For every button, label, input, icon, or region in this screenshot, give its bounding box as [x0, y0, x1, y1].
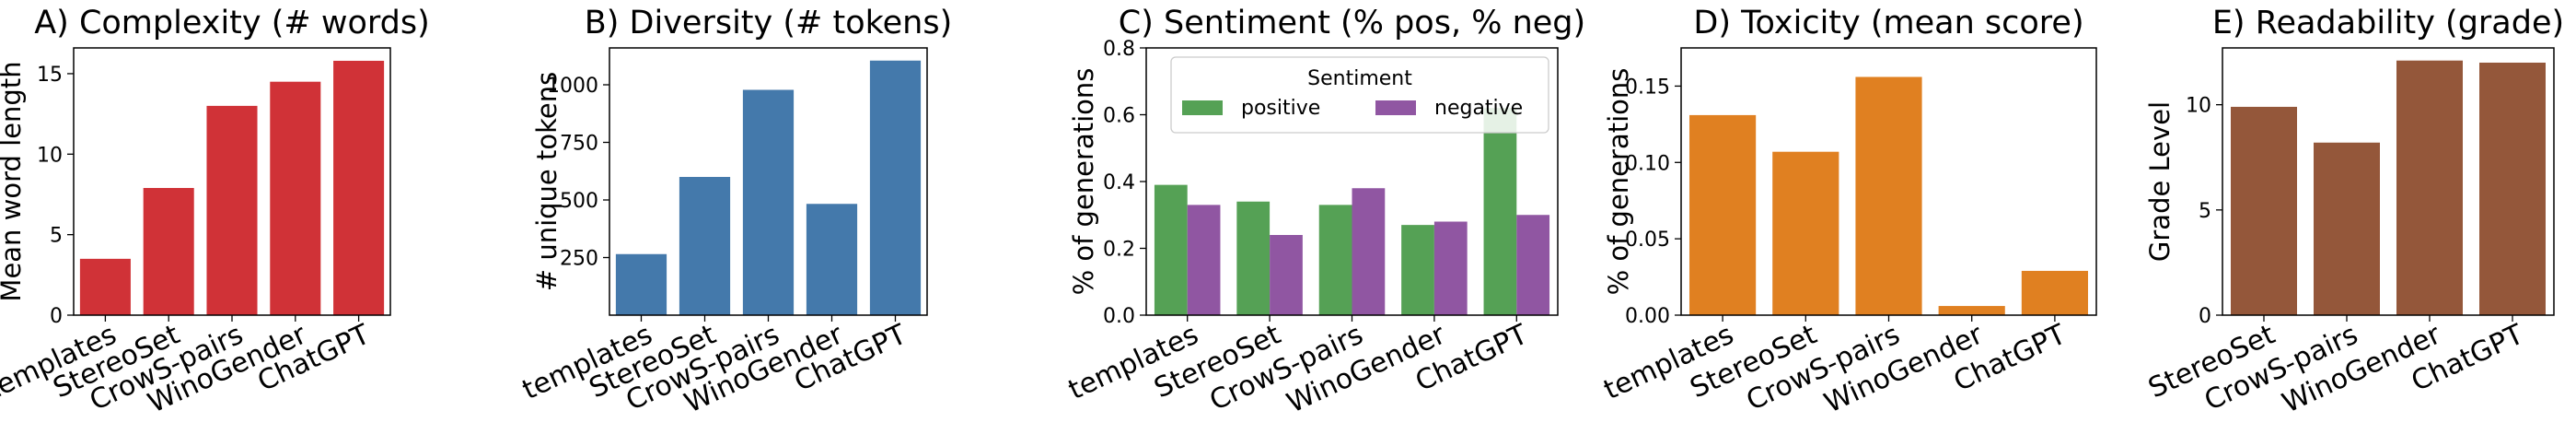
y-tick-label: 0: [2199, 305, 2211, 328]
bar-chatgpt: [333, 60, 385, 316]
y-tick-label: 0.4: [1103, 171, 1135, 194]
panel-c: C) Sentiment (% pos, % neg) % of generati…: [1063, 5, 1585, 420]
chart-title: C) Sentiment (% pos, % neg): [1119, 5, 1585, 41]
y-tick-label: 0.6: [1103, 105, 1135, 128]
y-axis-label: Mean word length: [0, 61, 27, 301]
legend-swatch-negative: [1375, 100, 1416, 115]
legend-box: [1170, 56, 1549, 134]
axes-frame: [73, 47, 391, 316]
y-axis-label: % of generations: [1068, 68, 1099, 296]
bar-crows-pairs: [1855, 76, 1922, 315]
bar-stereoset: [1772, 151, 1839, 315]
panel-a: A) Complexity (# words) Mean word length 0…: [0, 5, 430, 420]
y-tick-label: 0.0: [1103, 305, 1135, 328]
panel-b: B) Diversity (# tokens) # unique tokens25…: [517, 5, 952, 420]
y-tick-label: 0.2: [1103, 239, 1135, 262]
legend-label-positive: positive: [1241, 97, 1320, 120]
y-tick-label: 10: [37, 144, 63, 167]
legend-swatch-positive: [1182, 100, 1223, 115]
axes-frame: [2222, 47, 2555, 316]
bar-stereoset: [679, 177, 731, 315]
legend-title: Sentiment: [1307, 67, 1412, 90]
bar-crows-pairs: [206, 105, 258, 315]
bar-winogender: [806, 204, 858, 315]
y-tick-label: 0.15: [1625, 76, 1670, 99]
chart-title: A) Complexity (# words): [34, 5, 430, 41]
axes-frame: [609, 47, 928, 316]
bar-crows-pairs: [742, 89, 795, 315]
y-tick-label: 0: [50, 305, 63, 328]
bar-chatgpt: [2479, 62, 2546, 315]
y-tick-label: 5: [50, 225, 63, 248]
panel-e: E) Readability (grade)Grade Level0510Ste…: [2143, 5, 2564, 420]
bar-templates: [615, 253, 667, 315]
y-axis-label: # unique tokens: [531, 72, 563, 291]
bar-negative-crows-pairs: [1352, 188, 1386, 315]
bar-stereoset: [2231, 106, 2297, 315]
chart-title: B) Diversity (# tokens): [585, 5, 953, 41]
bar-templates: [1689, 114, 1757, 316]
y-tick-label: 250: [560, 248, 598, 271]
bar-stereoset: [143, 187, 194, 315]
bar-winogender: [270, 81, 321, 316]
y-tick-label: 5: [2199, 200, 2211, 223]
chart-title: E) Readability (grade): [2212, 5, 2564, 41]
y-tick-label: 1000: [547, 75, 598, 98]
bar-negative-stereoset: [1270, 235, 1303, 315]
bar-negative-chatgpt: [1516, 215, 1550, 315]
panel-d: D) Toxicity (mean score) % of generations…: [1599, 5, 2097, 420]
y-tick-label: 0.00: [1625, 305, 1670, 328]
legend-label-negative: negative: [1434, 97, 1523, 120]
bar-negative-templates: [1187, 205, 1221, 315]
bar-templates: [79, 258, 131, 315]
bar-positive-crows-pairs: [1318, 205, 1352, 315]
y-tick-label: 500: [560, 190, 598, 213]
chart-title: D) Toxicity (mean score): [1693, 5, 2083, 41]
y-tick-label: 0.10: [1625, 152, 1670, 175]
y-axis-label: % of generations: [1603, 68, 1634, 296]
bar-winogender: [1938, 306, 2005, 315]
bar-chatgpt: [869, 60, 922, 315]
bar-positive-chatgpt: [1483, 108, 1517, 315]
y-axis-label: Grade Level: [2144, 101, 2176, 262]
y-tick-label: 15: [37, 64, 63, 87]
bar-positive-winogender: [1401, 225, 1434, 315]
bar-winogender: [2396, 60, 2463, 315]
y-tick-label: 10: [2186, 95, 2211, 118]
bar-negative-winogender: [1433, 221, 1468, 315]
y-tick-label: 750: [560, 133, 598, 156]
axes-frame: [1145, 47, 1559, 316]
legend: Sentiment positive negative: [1170, 56, 1549, 134]
axes-frame: [1680, 47, 2097, 316]
bar-positive-stereoset: [1236, 201, 1271, 315]
y-tick-label: 0.05: [1625, 229, 1670, 252]
bar-chatgpt: [2021, 270, 2088, 315]
bar-crows-pairs: [2314, 142, 2380, 315]
bar-positive-templates: [1154, 184, 1188, 315]
y-tick-label: 0.8: [1103, 38, 1135, 61]
